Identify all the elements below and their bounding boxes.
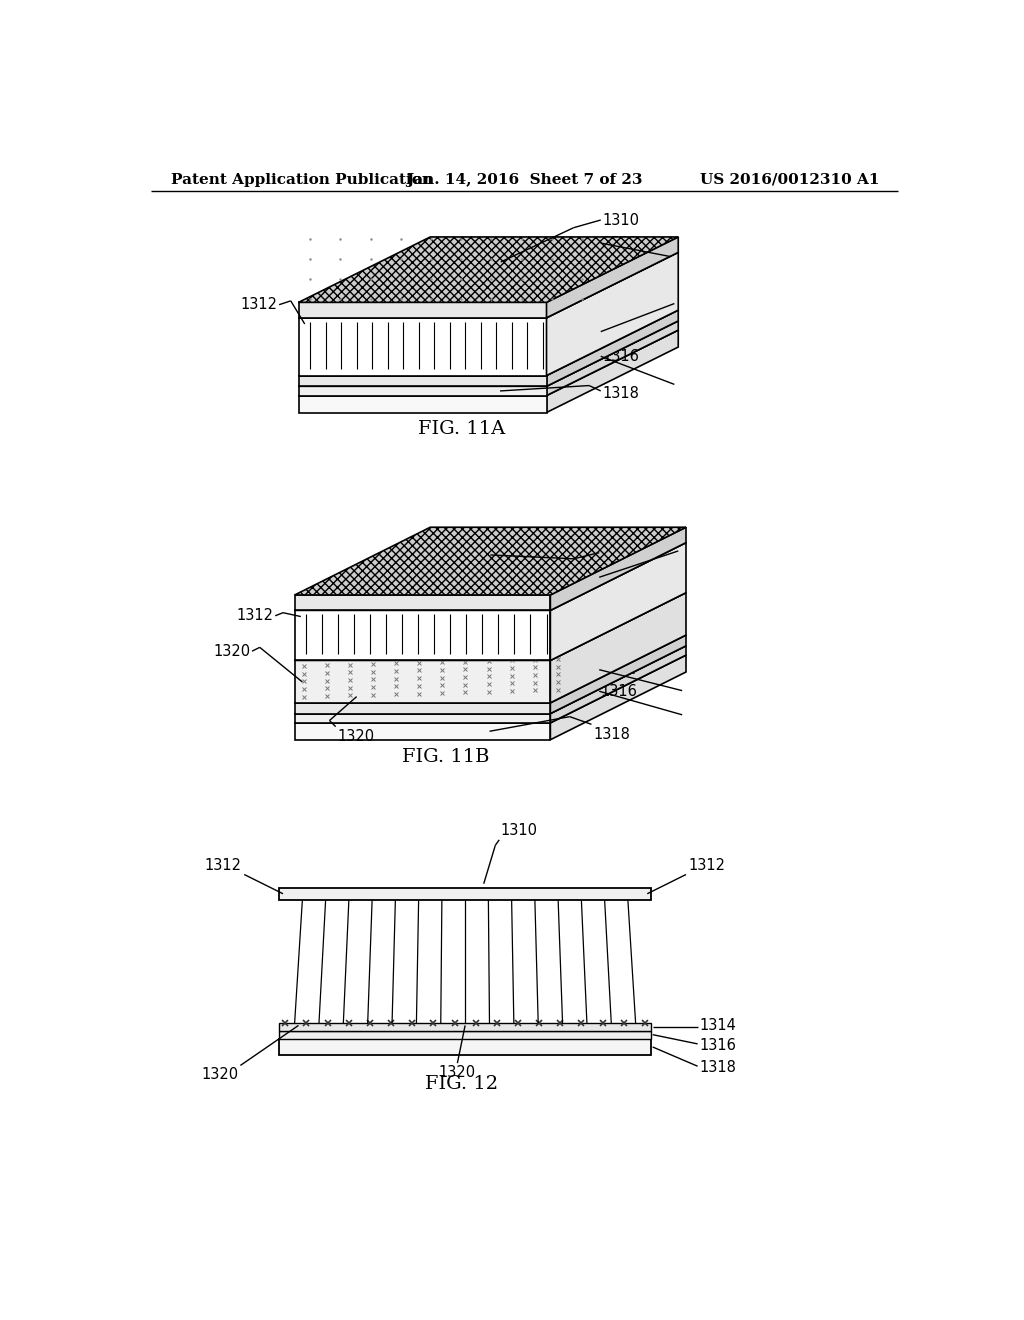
Text: FIG. 12: FIG. 12 bbox=[425, 1074, 498, 1093]
Text: 1312: 1312 bbox=[688, 858, 725, 873]
Polygon shape bbox=[550, 593, 686, 702]
Bar bbox=[280, 1023, 651, 1031]
Text: 1310: 1310 bbox=[601, 545, 638, 560]
Polygon shape bbox=[295, 655, 686, 723]
Polygon shape bbox=[299, 330, 678, 396]
Polygon shape bbox=[295, 595, 550, 610]
Bar bbox=[280, 887, 651, 900]
Polygon shape bbox=[299, 376, 547, 387]
Text: 1318: 1318 bbox=[593, 726, 630, 742]
Text: 1320: 1320 bbox=[337, 729, 375, 744]
Text: 1312: 1312 bbox=[602, 235, 639, 251]
Polygon shape bbox=[550, 543, 686, 660]
Polygon shape bbox=[299, 310, 678, 376]
Polygon shape bbox=[299, 302, 547, 318]
Text: 1310: 1310 bbox=[501, 824, 538, 838]
Polygon shape bbox=[295, 593, 686, 660]
Text: 1312: 1312 bbox=[241, 297, 278, 313]
Polygon shape bbox=[295, 660, 550, 702]
Text: 1314: 1314 bbox=[602, 325, 639, 339]
Text: FIG. 11A: FIG. 11A bbox=[418, 421, 505, 438]
Polygon shape bbox=[295, 645, 686, 714]
Polygon shape bbox=[295, 543, 686, 610]
Polygon shape bbox=[299, 321, 678, 387]
Polygon shape bbox=[550, 645, 686, 723]
Text: 1318: 1318 bbox=[699, 1060, 736, 1076]
Polygon shape bbox=[299, 318, 547, 376]
Text: FIG. 11B: FIG. 11B bbox=[402, 747, 489, 766]
Polygon shape bbox=[299, 396, 547, 412]
Polygon shape bbox=[550, 635, 686, 714]
Text: 1318: 1318 bbox=[602, 385, 639, 401]
Text: US 2016/0012310 A1: US 2016/0012310 A1 bbox=[700, 173, 880, 187]
Text: 1312: 1312 bbox=[601, 570, 638, 585]
Text: Jan. 14, 2016  Sheet 7 of 23: Jan. 14, 2016 Sheet 7 of 23 bbox=[407, 173, 643, 187]
Bar bbox=[280, 1031, 651, 1039]
Polygon shape bbox=[299, 387, 547, 396]
Polygon shape bbox=[547, 252, 678, 376]
Polygon shape bbox=[547, 310, 678, 387]
Text: 1312: 1312 bbox=[205, 858, 242, 873]
Polygon shape bbox=[295, 527, 686, 595]
Text: 1314: 1314 bbox=[699, 1018, 736, 1034]
Polygon shape bbox=[295, 714, 550, 723]
Text: Patent Application Publication: Patent Application Publication bbox=[171, 173, 432, 187]
Text: 1316: 1316 bbox=[699, 1038, 736, 1053]
Bar bbox=[280, 1039, 651, 1056]
Text: 1316: 1316 bbox=[602, 348, 639, 364]
Text: 1312: 1312 bbox=[237, 609, 273, 623]
Polygon shape bbox=[299, 252, 678, 318]
Text: 1320: 1320 bbox=[202, 1067, 239, 1082]
Polygon shape bbox=[547, 330, 678, 412]
Text: 1320: 1320 bbox=[439, 1065, 476, 1080]
Text: 1310: 1310 bbox=[602, 213, 639, 227]
Polygon shape bbox=[295, 702, 550, 714]
Text: 1316: 1316 bbox=[601, 684, 638, 698]
Polygon shape bbox=[295, 723, 550, 739]
Polygon shape bbox=[295, 610, 550, 660]
Text: 1314: 1314 bbox=[601, 663, 638, 677]
Text: 1320: 1320 bbox=[213, 644, 251, 659]
Polygon shape bbox=[547, 321, 678, 396]
Polygon shape bbox=[550, 527, 686, 610]
Polygon shape bbox=[299, 238, 678, 302]
Polygon shape bbox=[295, 635, 686, 702]
Polygon shape bbox=[547, 238, 678, 318]
Polygon shape bbox=[550, 655, 686, 739]
